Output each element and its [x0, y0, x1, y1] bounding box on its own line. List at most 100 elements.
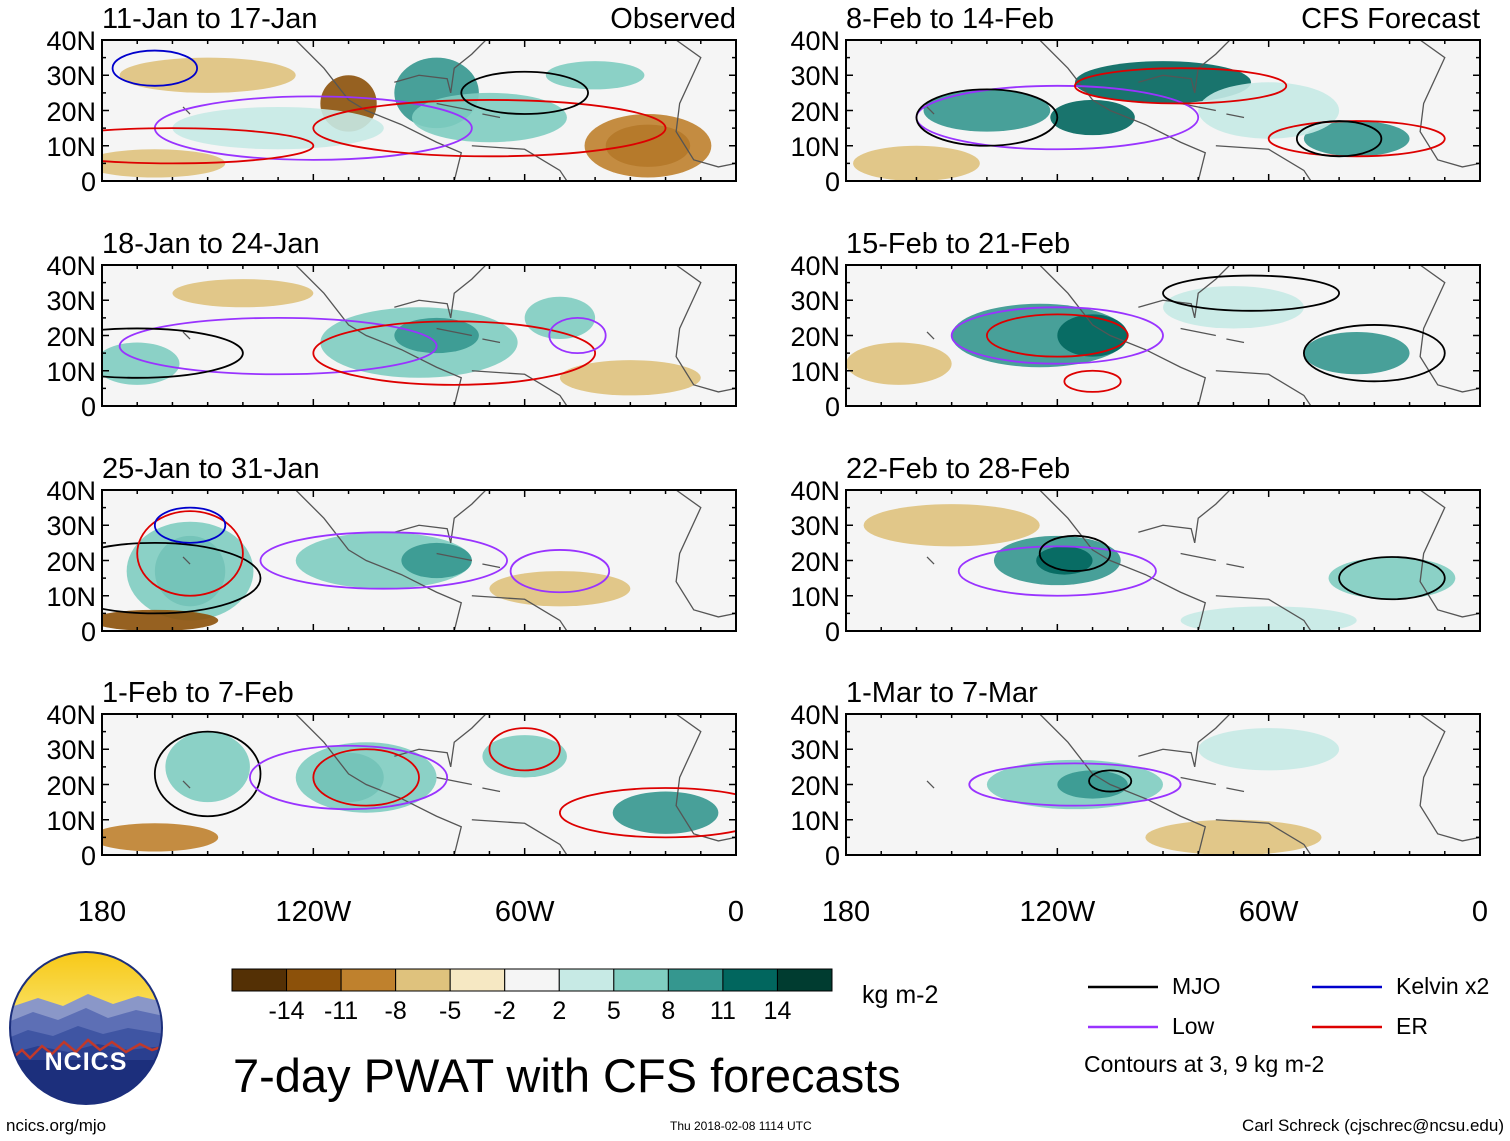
contour-low [259, 531, 508, 590]
ncics-logo [9, 951, 163, 1105]
y-tick-label: 10N [790, 356, 840, 387]
colorbar-swatch [558, 968, 615, 992]
anomaly-shade [846, 342, 952, 385]
y-tick-label: 10N [790, 131, 840, 162]
y-tick-label: 10N [790, 805, 840, 836]
legend-label: ER [1396, 1013, 1428, 1039]
colorbar-unit: kg m-2 [862, 981, 939, 1009]
x-tick-label: 60W [494, 896, 555, 928]
anomaly-shade [172, 106, 384, 150]
y-tick-label: 30N [46, 286, 96, 317]
legend-label: Kelvin x2 [1396, 973, 1490, 999]
anomaly-shade [1198, 82, 1340, 139]
contour-mjo [1302, 324, 1446, 383]
logo-text: NCICS [44, 1048, 128, 1076]
contour-er [312, 748, 420, 807]
y-tick-label: 20N [46, 96, 96, 127]
contour-er [1074, 67, 1288, 105]
y-tick-label: 40N [790, 251, 840, 281]
x-tick-label: 0 [1471, 896, 1489, 928]
y-tick-label: 20N [46, 321, 96, 352]
y-tick-label: 0 [824, 841, 840, 871]
anomaly-shade [1145, 819, 1322, 855]
legend-line-kelvin-x2 [1312, 985, 1382, 989]
contour-low [548, 316, 607, 355]
y-tick-label: 20N [790, 546, 840, 577]
anomaly-shade [1303, 121, 1410, 157]
y-tick-label: 40N [790, 26, 840, 56]
y-tick-label: 30N [46, 61, 96, 92]
anomaly-shade [489, 571, 631, 607]
legend-note: Contours at 3, 9 kg m-2 [1084, 1051, 1325, 1077]
contour-er [136, 510, 244, 597]
colorbar-tick-label: -11 [323, 997, 359, 1025]
panel-2-map [101, 264, 737, 407]
anomaly-shade [295, 742, 437, 813]
y-tick-label: 40N [46, 476, 96, 506]
coastline [926, 714, 1480, 855]
legend-line-er [1312, 1025, 1382, 1029]
colorbar-tick-label: -8 [384, 997, 407, 1025]
colorbar-tick-label: 2 [552, 997, 567, 1025]
anomaly-shade [612, 791, 719, 834]
colorbar-swatch [722, 968, 778, 992]
y-tick-label: 10N [46, 131, 96, 162]
anomaly-shade [1057, 314, 1128, 357]
colorbar-tick-label: 8 [661, 997, 676, 1025]
y-tick-label: 0 [824, 617, 840, 647]
colorbar-swatch [504, 968, 560, 992]
panel-3-map [101, 489, 737, 632]
anomaly-shade [545, 61, 645, 90]
legend-line-mjo [1088, 985, 1158, 989]
colorbar-tick-label: 11 [709, 997, 736, 1025]
anomaly-shade [394, 317, 479, 354]
contour-kelvin [153, 506, 227, 544]
anomaly-shade [102, 342, 180, 385]
anomaly-shade [1198, 728, 1340, 771]
panel-5-map [845, 39, 1481, 182]
forecast-label: CFS Forecast [1301, 3, 1480, 35]
coastline [926, 265, 1480, 406]
y-tick-label: 20N [790, 96, 840, 127]
contour-mjo [1295, 120, 1383, 158]
contour-mjo [1162, 274, 1341, 312]
y-tick-label: 0 [824, 167, 840, 197]
anomaly-shade [401, 542, 472, 579]
contour-er [1063, 369, 1122, 393]
x-tick-label: 60W [1238, 896, 1299, 928]
contour-er [312, 320, 597, 386]
y-tick-label: 20N [46, 770, 96, 801]
anomaly-shade [1328, 556, 1456, 600]
anomaly-shade [172, 279, 314, 308]
legend-label: MJO [1172, 973, 1221, 999]
panel-8-map [845, 713, 1481, 856]
page-title: 7-day PWAT with CFS forecasts [233, 1049, 901, 1102]
colorbar-swatch [613, 968, 669, 992]
anomaly-shade [1163, 286, 1304, 329]
colorbar-swatch [231, 968, 288, 992]
contour-low [118, 316, 438, 376]
anomaly-shade [1036, 546, 1093, 575]
y-tick-label: 0 [824, 392, 840, 422]
y-tick-label: 10N [46, 356, 96, 387]
contour-mjo [1338, 556, 1446, 601]
y-tick-label: 30N [790, 286, 840, 317]
contour-low [957, 545, 1157, 597]
y-tick-label: 40N [46, 700, 96, 730]
contour-er [102, 127, 315, 165]
anomaly-shade [1050, 99, 1135, 136]
contour-mjo [460, 70, 589, 115]
panel-6-map [845, 264, 1481, 407]
contour-er [985, 313, 1129, 358]
y-tick-label: 0 [80, 392, 96, 422]
y-tick-label: 40N [790, 700, 840, 730]
coastline [182, 40, 736, 181]
y-tick-label: 0 [80, 841, 96, 871]
footer-right: Carl Schreck (cjschrec@ncsu.edu) [1242, 1116, 1504, 1135]
panel-5-title: 8-Feb to 14-Feb [846, 3, 1054, 35]
legend-line-low [1088, 1025, 1158, 1029]
y-tick-label: 40N [790, 476, 840, 506]
anomaly-shade [863, 504, 1040, 547]
contour-low [509, 549, 611, 594]
y-tick-label: 20N [790, 321, 840, 352]
